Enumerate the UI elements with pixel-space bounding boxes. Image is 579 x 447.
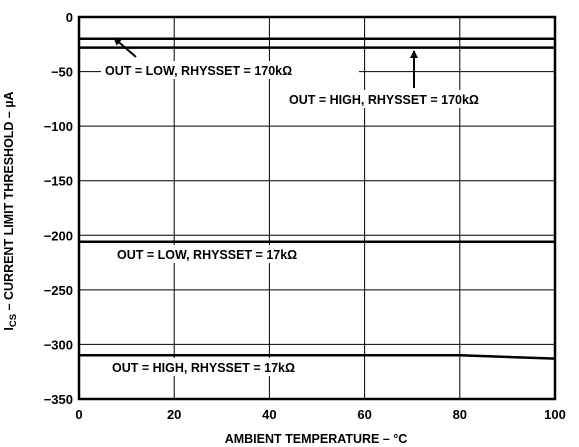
annotation-2: OUT = HIGH, RHYSSET = 170kΩ — [289, 93, 479, 107]
y-axis-label: ICS – CURRENT LIMIT THRESHOLD – µA — [2, 91, 19, 330]
x-tick-labels: 0 20 40 60 80 100 — [75, 407, 565, 422]
y-axis-label-rest: – CURRENT LIMIT THRESHOLD – µA — [2, 91, 16, 314]
x-axis-label: AMBIENT TEMPERATURE – °C — [225, 432, 408, 446]
series-line-4 — [79, 354, 556, 360]
y-tick-label: −350 — [44, 392, 73, 407]
annotation-box-3 — [114, 245, 362, 263]
plot-frame — [77, 15, 557, 401]
y-tick-label: −150 — [44, 174, 73, 189]
y-tick-label: −200 — [44, 228, 73, 243]
y-axis-label-prefix: I — [2, 327, 16, 330]
annotation-3: OUT = LOW, RHYSSET = 17kΩ — [117, 248, 297, 262]
annotation-4: OUT = HIGH, RHYSSET = 17kΩ — [112, 361, 295, 375]
annotation-box-4 — [109, 358, 360, 376]
x-tick-label: 40 — [262, 407, 276, 422]
annotation-box-1 — [101, 61, 359, 79]
y-tick-labels: 0 −50 −100 −150 −200 −250 −300 −350 — [44, 10, 73, 407]
y-tick-label: 0 — [66, 10, 73, 25]
y-tick-label: −250 — [44, 283, 73, 298]
annotation-box-2 — [285, 90, 549, 108]
y-tick-label: −100 — [44, 119, 73, 134]
annotation-1: OUT = LOW, RHYSSET = 170kΩ — [105, 64, 292, 78]
x-tick-label: 20 — [167, 407, 181, 422]
y-tick-label: −50 — [51, 65, 73, 80]
y-tick-label: −300 — [44, 337, 73, 352]
x-tick-label: 60 — [357, 407, 371, 422]
y-axis-label-subscript: CS — [8, 314, 19, 327]
x-tick-label: 80 — [453, 407, 467, 422]
annotation-1-arrow — [113, 37, 137, 58]
x-tick-label: 100 — [544, 407, 566, 422]
series-lines — [79, 37, 556, 360]
x-tick-label: 0 — [75, 407, 82, 422]
